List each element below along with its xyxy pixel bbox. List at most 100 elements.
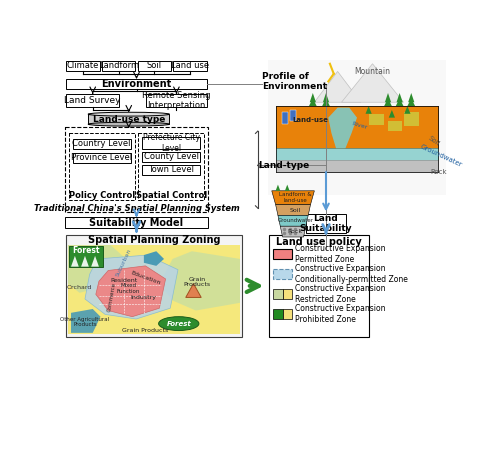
Text: Spatial Planning Zoning: Spatial Planning Zoning: [88, 235, 220, 246]
Bar: [66, 235, 242, 337]
Text: Forest: Forest: [166, 321, 191, 326]
Bar: [68, 134, 134, 200]
Bar: [274, 289, 282, 299]
Bar: [174, 61, 206, 71]
Text: Mountain: Mountain: [354, 67, 390, 76]
Polygon shape: [396, 99, 404, 106]
Text: Province Level: Province Level: [71, 153, 132, 162]
Polygon shape: [280, 226, 306, 237]
Text: Constructive Expansion
Conditionally-permitted Zone: Constructive Expansion Conditionally-per…: [295, 264, 408, 283]
Text: River: River: [352, 121, 368, 130]
Bar: [368, 114, 384, 125]
Ellipse shape: [88, 112, 170, 116]
Polygon shape: [328, 107, 357, 149]
Polygon shape: [389, 110, 395, 118]
Text: Commerce: Commerce: [107, 282, 117, 312]
Bar: [282, 309, 292, 319]
Text: Land-use: Land-use: [292, 117, 328, 123]
Polygon shape: [186, 283, 201, 297]
Bar: [66, 79, 206, 89]
Polygon shape: [91, 256, 99, 267]
Polygon shape: [71, 256, 79, 267]
Text: Town Level: Town Level: [148, 165, 194, 175]
Bar: [290, 110, 296, 121]
Text: Landform: Landform: [98, 61, 139, 70]
Text: Prefecture City
Level: Prefecture City Level: [143, 134, 200, 153]
Bar: [268, 60, 446, 195]
Bar: [68, 245, 240, 334]
Bar: [72, 139, 130, 149]
Polygon shape: [322, 99, 330, 106]
Polygon shape: [276, 106, 438, 149]
Polygon shape: [323, 93, 329, 102]
Polygon shape: [81, 256, 89, 267]
Ellipse shape: [88, 122, 170, 126]
Polygon shape: [342, 64, 404, 102]
Text: Suitability Model: Suitability Model: [90, 218, 184, 228]
Text: Forest: Forest: [72, 246, 100, 255]
Text: Rock: Rock: [430, 169, 448, 175]
Polygon shape: [144, 251, 164, 266]
Bar: [102, 61, 136, 71]
Text: Rock: Rock: [288, 229, 303, 234]
Text: Land Survey: Land Survey: [64, 96, 121, 105]
Bar: [276, 160, 438, 171]
Bar: [68, 246, 103, 268]
Text: Mixed
Function: Mixed Function: [116, 283, 140, 294]
Polygon shape: [384, 99, 392, 106]
Text: Climate: Climate: [67, 61, 99, 70]
Text: Spatial Control: Spatial Control: [136, 191, 207, 200]
Bar: [306, 214, 346, 233]
Bar: [388, 121, 402, 131]
Bar: [65, 217, 208, 228]
Polygon shape: [366, 106, 372, 114]
Bar: [138, 134, 204, 200]
Bar: [88, 114, 170, 124]
Polygon shape: [404, 106, 410, 114]
Text: Orchard: Orchard: [67, 285, 92, 290]
Text: Landform &
land-use: Landform & land-use: [279, 192, 312, 203]
Text: Land-use type: Land-use type: [92, 115, 165, 124]
Polygon shape: [385, 93, 391, 102]
Text: Industry: Industry: [130, 295, 156, 300]
Polygon shape: [408, 99, 415, 106]
Text: Country Level: Country Level: [72, 139, 131, 149]
Bar: [142, 137, 201, 149]
Bar: [274, 309, 282, 319]
Bar: [404, 112, 419, 126]
Bar: [274, 249, 292, 259]
Text: Grain Products: Grain Products: [122, 328, 168, 333]
Text: Remote Sensing
Interpretation: Remote Sensing Interpretation: [142, 91, 210, 110]
Polygon shape: [408, 93, 414, 102]
Bar: [282, 112, 288, 124]
Polygon shape: [68, 245, 126, 293]
Bar: [138, 61, 171, 71]
Polygon shape: [278, 215, 308, 226]
Text: Grain
Products: Grain Products: [184, 276, 211, 287]
Bar: [146, 94, 206, 107]
Bar: [72, 153, 130, 163]
Polygon shape: [309, 99, 316, 106]
Bar: [66, 94, 119, 107]
Text: Land use: Land use: [171, 61, 209, 70]
Text: Land-type: Land-type: [258, 161, 310, 170]
Bar: [65, 127, 208, 212]
Bar: [276, 149, 438, 160]
Text: Traditional China's Spatial Planning System: Traditional China's Spatial Planning Sys…: [34, 204, 240, 212]
Polygon shape: [71, 309, 101, 333]
Text: Constructive Expansion
Permitted Zone: Constructive Expansion Permitted Zone: [295, 244, 386, 264]
Polygon shape: [276, 205, 310, 215]
Text: Land use policy: Land use policy: [276, 237, 362, 247]
Bar: [142, 165, 201, 175]
Bar: [270, 235, 368, 337]
Polygon shape: [310, 93, 316, 102]
Ellipse shape: [158, 317, 199, 331]
Polygon shape: [314, 71, 361, 102]
Text: Groundwater: Groundwater: [419, 144, 463, 169]
Text: Groundwater: Groundwater: [278, 218, 314, 223]
Text: Constructive Expansion
Restricted Zone: Constructive Expansion Restricted Zone: [295, 284, 386, 304]
Polygon shape: [285, 184, 290, 191]
Bar: [142, 152, 201, 162]
Bar: [282, 289, 292, 299]
Polygon shape: [85, 255, 178, 319]
